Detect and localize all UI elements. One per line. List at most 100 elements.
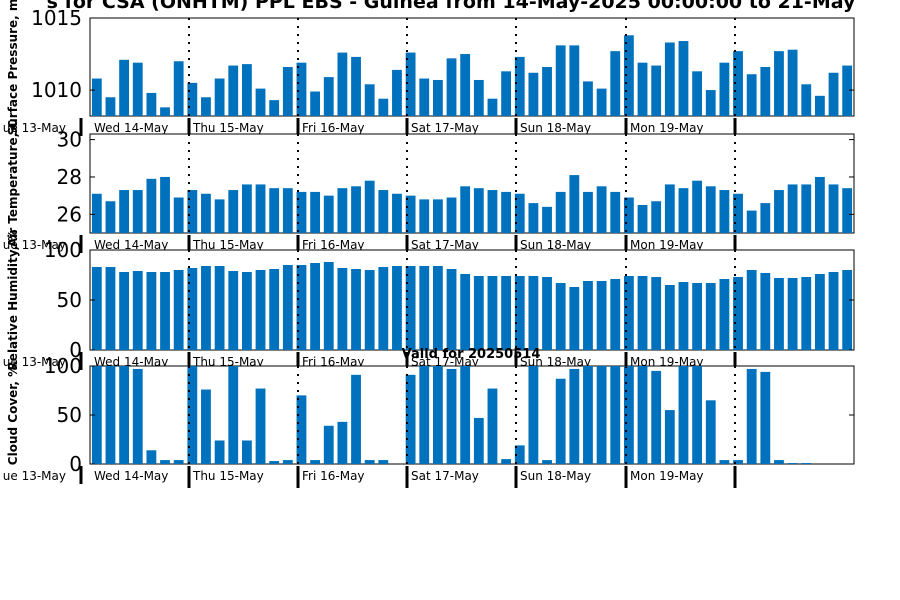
bar	[637, 366, 648, 464]
bar	[228, 190, 239, 233]
bar	[828, 72, 839, 116]
day-label: Sun 18-May	[520, 238, 591, 252]
bar	[787, 184, 798, 233]
bar	[733, 51, 743, 116]
ytick-label: 0	[69, 338, 82, 362]
bar	[528, 72, 539, 116]
bar	[528, 366, 539, 464]
bar	[473, 276, 484, 350]
bar	[746, 270, 757, 350]
day-label: Fri 16-May	[302, 238, 365, 252]
bar	[173, 270, 184, 350]
bar	[214, 266, 225, 350]
bar	[173, 61, 184, 116]
bar	[446, 197, 457, 233]
bar	[596, 186, 607, 233]
bar	[392, 69, 402, 116]
bar	[337, 52, 348, 116]
bar	[351, 56, 361, 116]
bar	[160, 107, 170, 116]
bar	[637, 204, 648, 233]
bar	[432, 79, 443, 116]
figure-title: s for CSA (ONHTM) PPL EBS - Guinea from …	[47, 0, 856, 13]
bar	[228, 65, 239, 116]
ytick-label: 1015	[31, 6, 82, 30]
bar	[105, 267, 116, 350]
bar	[460, 54, 471, 116]
day-label-prev: ue 13-May	[3, 238, 66, 252]
y-axis-label: Surface Pressure, m	[6, 0, 20, 135]
bar	[774, 190, 784, 233]
bar	[719, 190, 730, 233]
bar	[119, 59, 130, 116]
bar	[705, 400, 716, 464]
bar	[228, 366, 239, 464]
bar	[201, 266, 211, 350]
bar	[296, 265, 307, 350]
bar	[651, 277, 662, 350]
bar	[719, 279, 730, 350]
bar	[842, 188, 853, 233]
bar	[774, 51, 784, 116]
bar	[405, 52, 416, 116]
y-axis-label: Relative Humidity, %	[6, 230, 20, 371]
bar	[187, 190, 198, 233]
bar	[241, 440, 252, 464]
bar	[828, 272, 839, 350]
bar	[323, 425, 334, 464]
bar	[528, 203, 539, 233]
bar	[583, 81, 593, 116]
bar	[351, 269, 361, 350]
bar	[814, 274, 825, 350]
ytick-label: 50	[57, 288, 82, 312]
bar	[269, 100, 280, 116]
bar	[719, 62, 730, 116]
bar	[746, 368, 757, 464]
bar	[637, 276, 648, 350]
bar	[173, 460, 184, 464]
bar	[678, 188, 689, 233]
bar	[473, 79, 484, 116]
bar	[514, 445, 525, 464]
bar	[569, 287, 580, 350]
bar	[146, 450, 157, 464]
bar	[419, 266, 430, 350]
bar	[310, 191, 321, 233]
bar	[105, 201, 116, 233]
bar	[528, 276, 539, 350]
bar	[323, 77, 334, 116]
bar	[542, 277, 552, 350]
bar	[583, 281, 593, 350]
bar	[487, 388, 498, 464]
bar	[814, 176, 825, 233]
bar	[460, 274, 471, 350]
bar	[323, 262, 334, 350]
bar	[542, 206, 552, 233]
bar	[296, 191, 307, 233]
bar	[419, 366, 430, 464]
day-label: Sat 17-May	[411, 238, 479, 252]
bar	[132, 271, 143, 350]
bar	[637, 62, 648, 116]
bar	[692, 71, 703, 116]
bar	[228, 271, 239, 350]
bar	[487, 276, 498, 350]
bar	[132, 368, 143, 464]
bar	[269, 188, 280, 233]
bar	[801, 463, 812, 464]
bar	[337, 421, 348, 464]
day-label: Thu 15-May	[192, 469, 264, 483]
bar	[501, 71, 512, 116]
y-axis-label: Cloud Cover, %	[6, 365, 20, 465]
bar	[774, 278, 784, 350]
bar	[310, 460, 321, 464]
bar	[801, 84, 812, 116]
ytick-label: 100	[44, 354, 82, 378]
day-label: Sat 17-May	[411, 121, 479, 135]
bar	[201, 97, 211, 116]
bar	[296, 395, 307, 464]
bar	[105, 97, 116, 116]
bar	[610, 51, 621, 116]
bar	[351, 374, 361, 464]
